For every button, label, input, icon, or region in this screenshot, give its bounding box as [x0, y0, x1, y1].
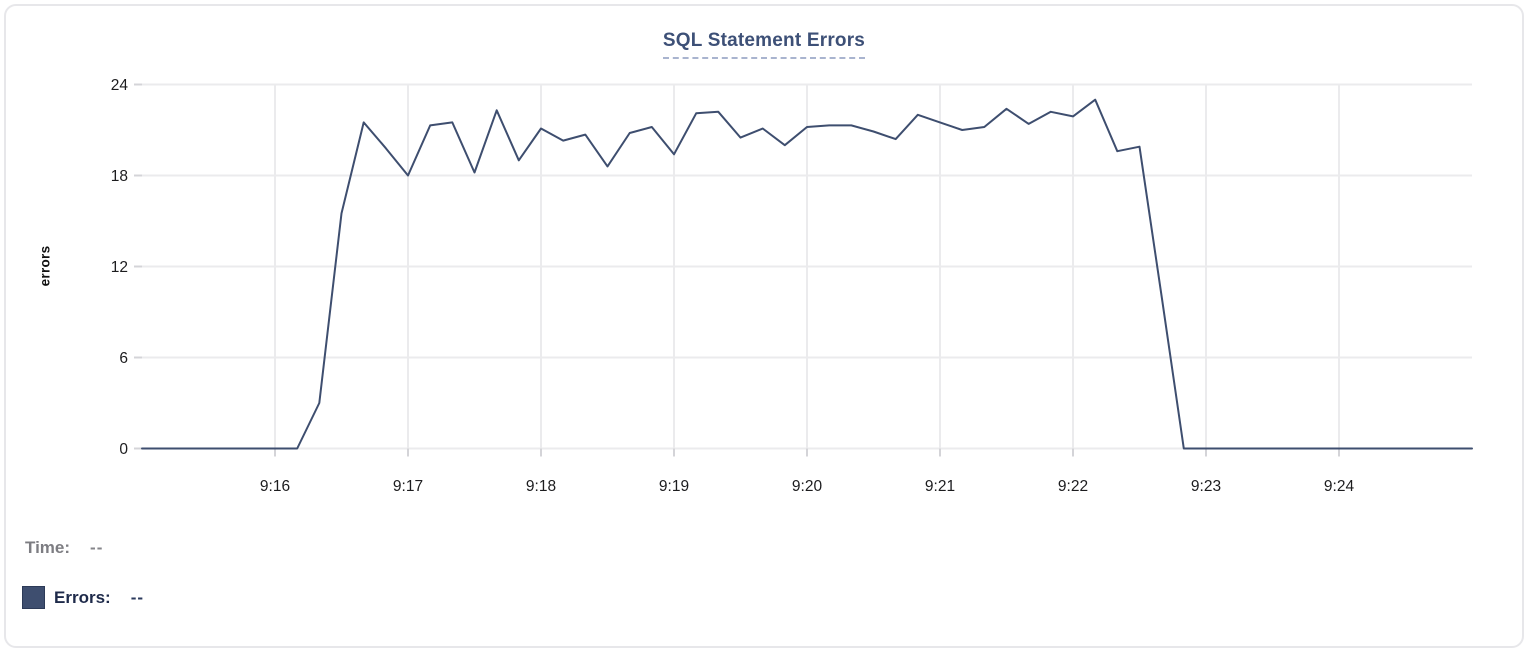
y-tick-label: 0 [119, 441, 128, 458]
chart-title-wrap: SQL Statement Errors [0, 30, 1528, 59]
tooltip-time-row: Time: -- [25, 538, 103, 558]
x-tick-label: 9:16 [260, 478, 290, 495]
x-tick-label: 9:23 [1191, 478, 1221, 495]
time-value: -- [90, 538, 104, 557]
y-tick-label: 6 [119, 350, 128, 367]
errors-label: Errors: [54, 587, 111, 607]
x-tick-label: 9:20 [792, 478, 823, 495]
x-tick-label: 9:18 [526, 478, 556, 495]
chart-title[interactable]: SQL Statement Errors [662, 30, 866, 59]
tooltip-errors-row: Errors: -- [22, 586, 145, 609]
errors-value: -- [130, 587, 145, 607]
errors-line-chart[interactable]: 0 6 12 18 24 9:16 9:17 9:18 9:19 9:20 9:21 9:22 9:23… [0, 0, 1528, 510]
x-tick-label: 9:19 [659, 478, 689, 495]
errors-series-swatch [22, 586, 45, 609]
time-label: Time: [25, 538, 71, 557]
x-tick-label: 9:22 [1058, 478, 1088, 495]
chart-card [4, 4, 1524, 648]
y-tick-label: 12 [111, 259, 128, 276]
x-tick-label: 9:24 [1324, 478, 1355, 495]
x-tick-label: 9:17 [393, 478, 423, 495]
y-tick-label: 18 [111, 168, 128, 185]
x-tick-label: 9:21 [925, 478, 955, 495]
y-tick-label: 24 [111, 77, 129, 94]
errors-series-line [141, 98, 1473, 450]
